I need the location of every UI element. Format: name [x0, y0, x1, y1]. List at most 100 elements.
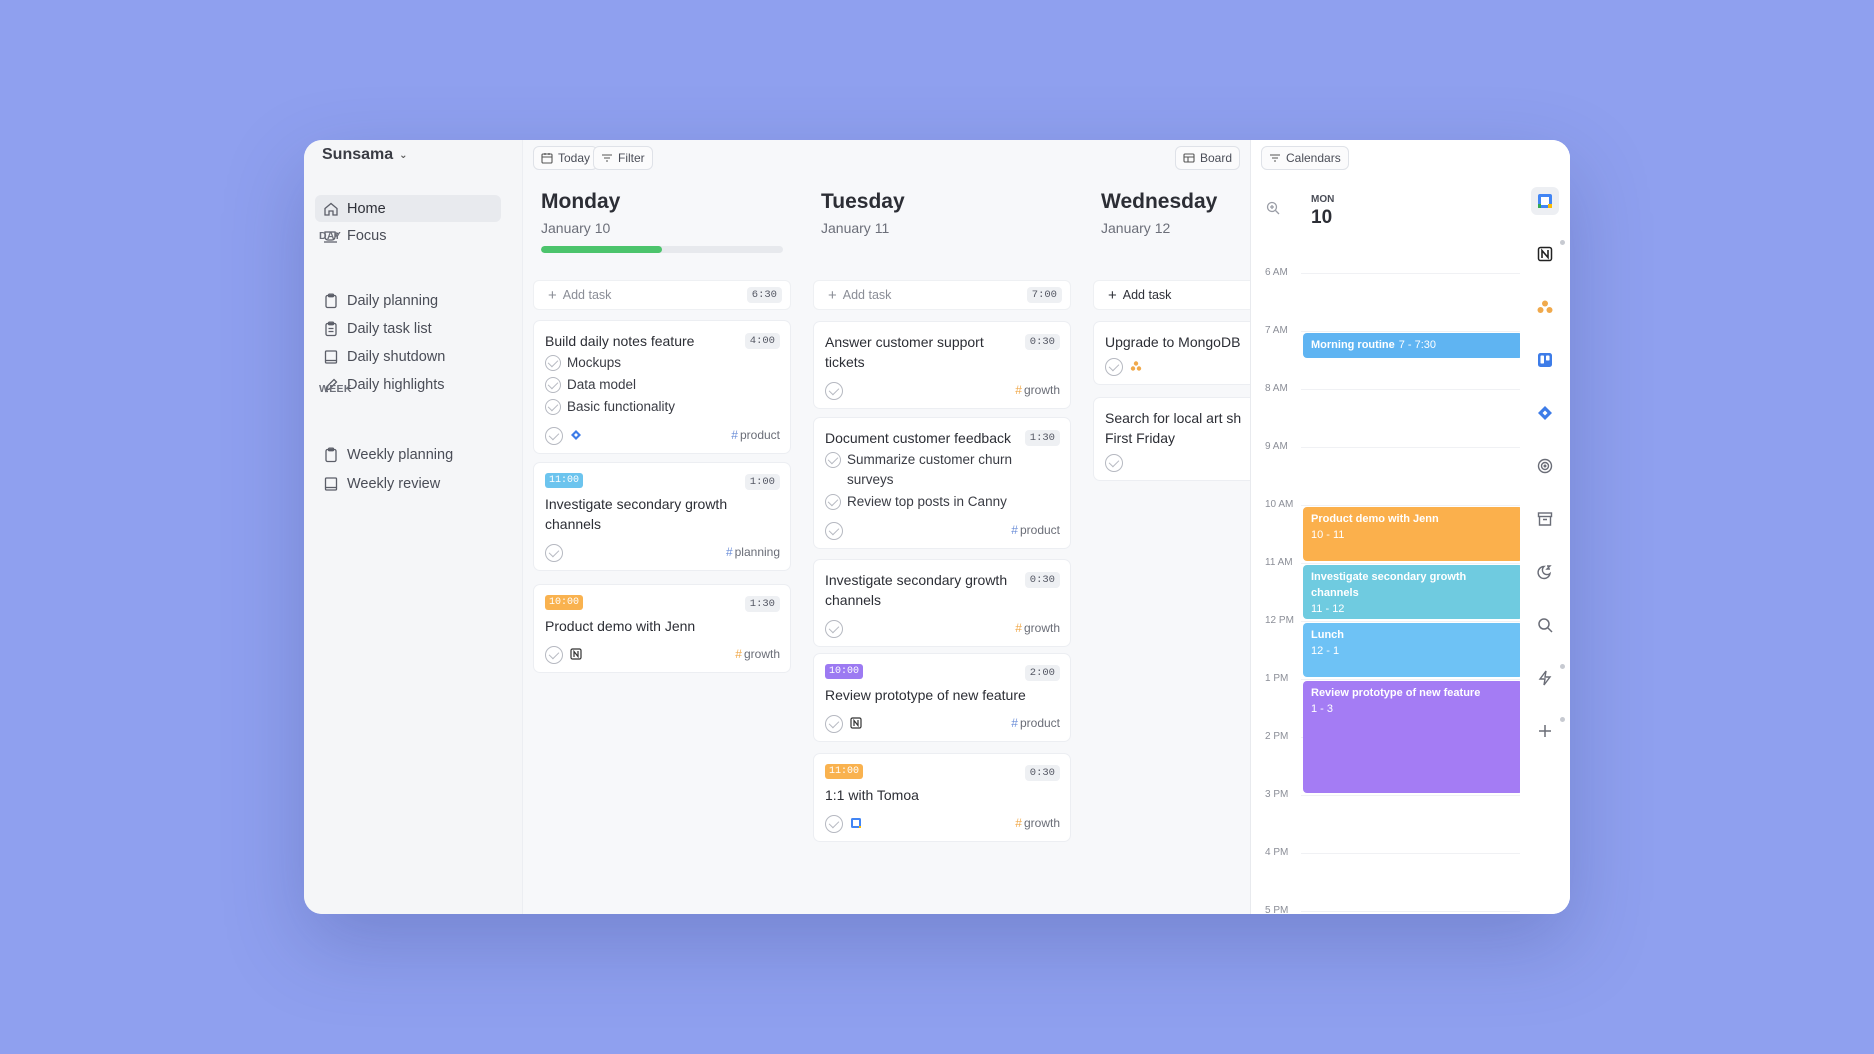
task-duration[interactable]: 0:30 — [1024, 334, 1060, 350]
subtask-label: Data model — [567, 377, 637, 392]
calendar-event[interactable]: Review prototype of new feature 1 - 3 — [1303, 681, 1523, 793]
task-card[interactable]: 11:00 1:00 Investigate secondary growth … — [533, 462, 791, 571]
sidebar-item-weekly-review[interactable]: Weekly review — [315, 470, 501, 497]
plus-icon: + — [1108, 286, 1117, 304]
sidebar-item-daily-task-list[interactable]: Daily task list — [315, 315, 501, 342]
task-card[interactable]: Answer customer support tickets 0:30 # gr… — [813, 321, 1071, 409]
sidebar-item-weekly-planning[interactable]: Weekly planning — [315, 441, 501, 468]
calendars-button[interactable]: Calendars — [1261, 146, 1349, 170]
task-card[interactable]: Build daily notes feature 4:00 Mockups D… — [533, 320, 791, 454]
complete-task-icon[interactable] — [825, 815, 843, 833]
sidebar-item-label: Home — [347, 200, 386, 217]
jira-icon[interactable] — [1531, 399, 1559, 427]
calendar-event[interactable]: Lunch 12 - 1 — [1303, 623, 1523, 677]
event-title: Morning routine — [1311, 339, 1395, 351]
add-task-button[interactable]: + Add task 7:00 — [813, 280, 1071, 310]
complete-task-icon[interactable] — [545, 646, 563, 664]
task-card[interactable]: Search for local art sh First Friday — [1093, 397, 1250, 481]
sidebar-item-focus[interactable]: Focus — [315, 222, 501, 249]
sidebar-item-daily-shutdown[interactable]: Daily shutdown — [315, 343, 501, 370]
archive-icon[interactable] — [1531, 505, 1559, 533]
task-duration[interactable]: 0:30 — [1024, 572, 1060, 588]
day-name: Wednesday — [1101, 190, 1218, 213]
task-card[interactable]: 10:00 1:30 Product demo with Jenn # growt… — [533, 584, 791, 673]
channel-tag[interactable]: # product — [731, 428, 780, 442]
add-task-button[interactable]: + Add task 6:30 — [533, 280, 791, 310]
task-duration[interactable]: 0:30 — [1024, 765, 1060, 781]
task-duration[interactable]: 2:00 — [1024, 665, 1060, 681]
asana-icon[interactable] — [1531, 293, 1559, 321]
today-button[interactable]: Today — [533, 146, 599, 170]
start-time-badge[interactable]: 11:00 — [825, 764, 864, 779]
filter-button[interactable]: Filter — [593, 146, 653, 170]
hour-label: 5 PM — [1265, 905, 1289, 914]
task-duration[interactable]: 1:30 — [1024, 430, 1060, 446]
hour-label: 9 AM — [1265, 441, 1288, 452]
search-icon[interactable] — [1531, 611, 1559, 639]
task-duration[interactable]: 1:00 — [744, 474, 780, 490]
start-time-badge[interactable]: 10:00 — [545, 595, 584, 610]
task-duration[interactable]: 1:30 — [744, 596, 780, 612]
channel-tag-label: growth — [1023, 621, 1060, 635]
complete-task-icon[interactable] — [1105, 454, 1123, 472]
task-card[interactable]: 11:00 0:30 1:1 with Tomoa # growth — [813, 753, 1071, 842]
notion-icon — [849, 717, 862, 730]
task-card[interactable]: 10:00 2:00 Review prototype of new featu… — [813, 653, 1071, 742]
board-view-button[interactable]: Board — [1175, 146, 1241, 170]
complete-task-icon[interactable] — [1105, 358, 1123, 376]
channel-tag[interactable]: # planning — [725, 545, 780, 559]
complete-task-icon[interactable] — [545, 427, 563, 445]
calendar-event[interactable]: Investigate secondary growth channels 11 … — [1303, 565, 1523, 619]
complete-task-icon[interactable] — [825, 620, 843, 638]
subtask[interactable]: Mockups — [545, 353, 780, 373]
start-time-badge[interactable]: 11:00 — [545, 473, 584, 488]
snooze-icon[interactable] — [1531, 558, 1559, 586]
day-date: January 11 — [821, 220, 890, 236]
complete-task-icon[interactable] — [825, 715, 843, 733]
check-circle-icon[interactable] — [545, 399, 561, 415]
lightning-icon[interactable] — [1531, 664, 1559, 692]
task-duration[interactable]: 4:00 — [744, 333, 780, 349]
subtask[interactable]: Review top posts in Canny — [825, 492, 1060, 512]
calendar-event[interactable]: Product demo with Jenn 10 - 11 — [1303, 507, 1523, 561]
subtask[interactable]: Data model — [545, 375, 780, 395]
task-card[interactable]: Investigate secondary growth channels 0:… — [813, 559, 1071, 647]
calendar-event[interactable]: Morning routine 7 - 7:30 — [1303, 333, 1523, 358]
check-circle-icon[interactable] — [825, 452, 841, 468]
google-calendar-icon[interactable] — [1531, 187, 1559, 215]
add-task-button[interactable]: + Add task — [1093, 280, 1250, 310]
task-card[interactable]: Upgrade to MongoDB — [1093, 321, 1250, 385]
subtask[interactable]: Summarize customer churn surveys — [825, 450, 1060, 490]
channel-tag[interactable]: # product — [1011, 523, 1060, 537]
channel-tag[interactable]: # growth — [735, 647, 780, 661]
integrations-rail — [1520, 140, 1570, 914]
trello-icon[interactable] — [1531, 346, 1559, 374]
event-time: 1 - 3 — [1311, 703, 1334, 715]
check-circle-icon[interactable] — [825, 494, 841, 510]
channel-tag[interactable]: # growth — [1015, 383, 1060, 397]
channel-tag[interactable]: # growth — [1015, 621, 1060, 635]
task-card[interactable]: Document customer feedback 1:30 Summariz… — [813, 417, 1071, 549]
zoom-icon[interactable] — [1265, 200, 1281, 221]
sidebar-item-daily-planning[interactable]: Daily planning — [315, 287, 501, 314]
workspace-switcher[interactable]: Sunsama ⌄ — [322, 146, 408, 164]
target-icon[interactable] — [1531, 452, 1559, 480]
complete-task-icon[interactable] — [825, 382, 843, 400]
board-label: Board — [1200, 151, 1233, 165]
sidebar-item-daily-highlights[interactable]: Daily highlights — [315, 371, 501, 398]
pen-icon — [325, 378, 338, 392]
check-circle-icon[interactable] — [545, 355, 561, 371]
add-task-label: Add task — [842, 288, 892, 302]
channel-tag[interactable]: # growth — [1015, 816, 1060, 830]
start-time-badge[interactable]: 10:00 — [825, 664, 864, 679]
complete-task-icon[interactable] — [545, 544, 563, 562]
plus-icon[interactable] — [1531, 717, 1559, 745]
sidebar-item-label: Daily shutdown — [347, 348, 446, 365]
channel-tag[interactable]: # product — [1011, 716, 1060, 730]
channel-tag-label: growth — [743, 647, 780, 661]
complete-task-icon[interactable] — [825, 522, 843, 540]
check-circle-icon[interactable] — [545, 377, 561, 393]
sidebar-item-home[interactable]: Home — [315, 195, 501, 222]
subtask[interactable]: Basic functionality — [545, 397, 780, 417]
notion-icon[interactable] — [1531, 240, 1559, 268]
